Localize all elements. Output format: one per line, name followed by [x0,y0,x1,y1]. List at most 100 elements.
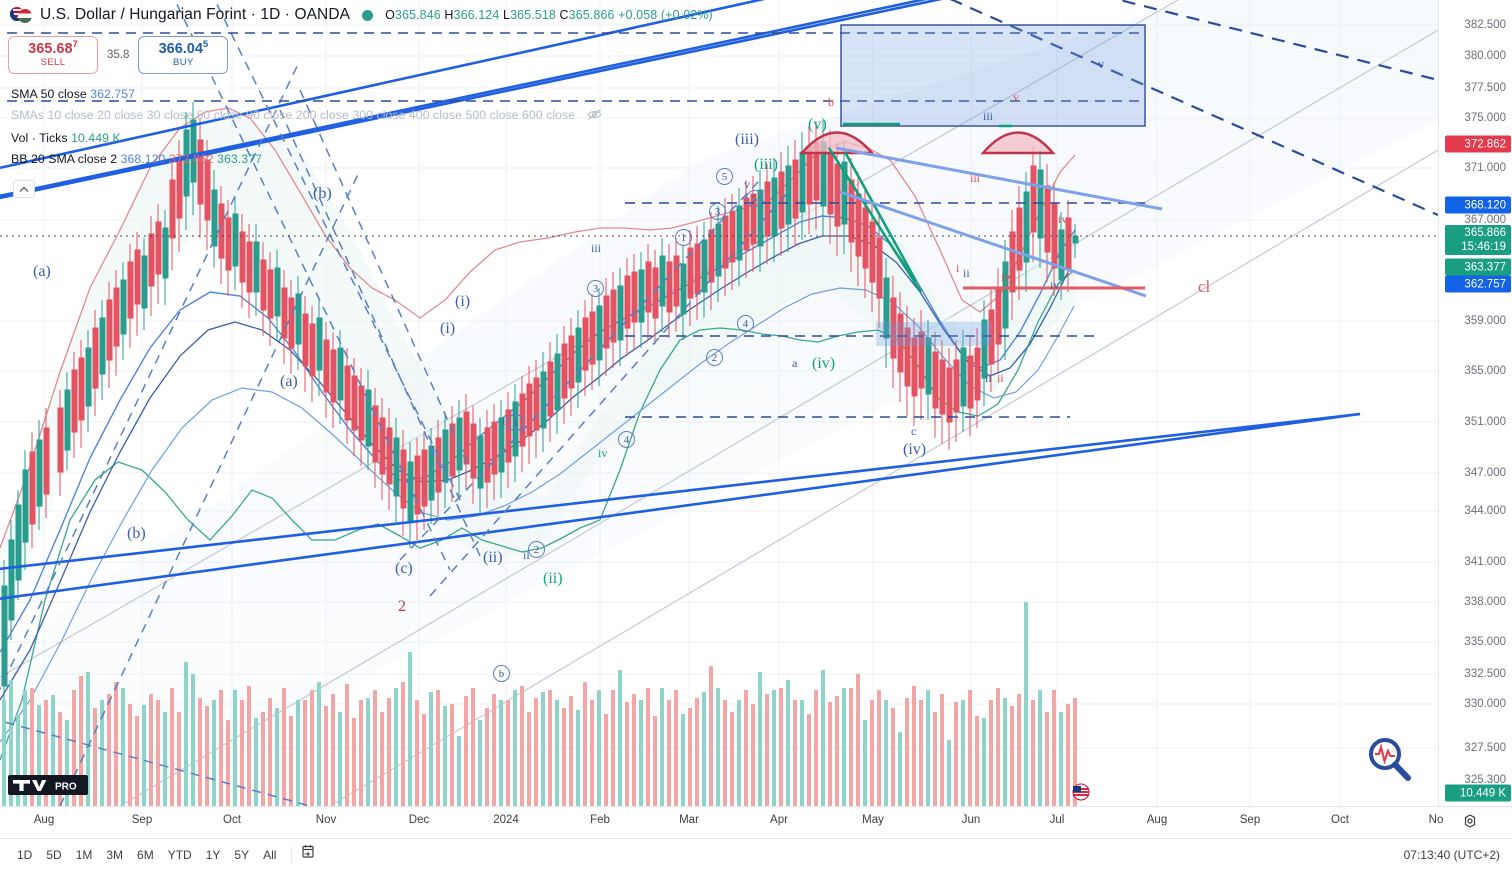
sell-price: 365.68 [28,41,73,58]
usd-huf-flag-pair-icon [10,6,32,24]
wave-label-32: ii [985,371,992,385]
high-key: H [444,8,454,22]
market-open-dot-icon [362,9,374,21]
buy-price-fraction: 5 [202,39,209,51]
buy-button[interactable]: 366.045 BUY [138,36,229,74]
price-tick-0: 382.500 [1464,19,1506,31]
arc-shape-right [980,131,1056,155]
wave-label-1: (b) [127,525,146,542]
low-value: 365.518 [510,8,556,22]
sell-price-fraction: 7 [72,39,78,51]
sma50-value: 362.757 [90,87,136,101]
blue-trendline-lower [0,412,1361,600]
price-tick-17: 325.300 [1464,774,1506,786]
timeframe-1y[interactable]: 1Y [205,847,221,862]
light-blue-descending-channel [835,146,1163,298]
buy-price: 366.04 [158,41,203,58]
wave-label-11: i [502,414,506,428]
ohlc-values: O365.846 H366.124 L365.518 C365.866 +0.0… [385,8,713,22]
high-value: 366.124 [453,8,500,22]
legend-sma50[interactable]: SMA 50 close 362.757 [11,84,602,105]
wave-label-12: iv [598,446,608,460]
time-tick-10: Jun [961,814,981,826]
hidden-eye-icon[interactable] [586,107,602,128]
circled-wave-label-1: 5 [746,190,763,207]
circled-wave-label-5: 4 [737,315,754,332]
volume-value: 10.449 K [71,131,121,145]
time-tick-0: Aug [33,814,55,826]
us-flag-marker-icon [1070,783,1092,806]
circled-wave-label-3: 1 [675,229,692,246]
time-tick-5: 2024 [493,814,519,826]
price-tick-14: 332.500 [1464,668,1506,680]
time-tick-14: Oct [1331,814,1349,826]
legend-bb[interactable]: BB 20 SMA close 2 368.120 372.862 363.37… [11,149,602,170]
clock-label: 07:13:40 (UTC+2) [1403,847,1500,862]
bb-lower-line [0,271,1073,761]
dashed-descending-trendlines [949,0,1438,217]
timeframe-ytd[interactable]: YTD [167,847,192,862]
legend-volume[interactable]: Vol · Ticks 10.449 K [11,128,602,149]
wave-label-13: iii [591,241,602,255]
tradingview-pro-logo[interactable]: PRO [8,775,88,800]
legend-collapse-button[interactable] [13,180,35,198]
price-tick-3: 375.000 [1464,112,1506,124]
timeframe-3m[interactable]: 3M [106,847,124,862]
wave-label-2: (b) [313,185,332,202]
circled-wave-label-4: 3 [587,280,604,297]
timeframe-all[interactable]: All [263,847,277,862]
low-key: L [503,8,511,22]
wave-label-27: i [956,261,960,275]
timeframe-6m[interactable]: 6M [137,847,154,862]
go-to-date-icon[interactable] [300,844,316,865]
candlestick-series [1,102,1079,700]
wave-label-10: (ii) [543,570,563,587]
time-tick-4: Dec [408,814,430,826]
sell-button[interactable]: 365.687 SELL [8,36,98,74]
green-descending-trendline [827,147,923,293]
time-tick-8: Apr [770,814,788,826]
legend-smas[interactable]: SMAs 10 close 20 close 30 close 50 close… [11,105,602,128]
symbol-title[interactable]: U.S. Dollar / Hungarian Forint · 1D · OA… [40,6,351,23]
price-tick-13: 335.000 [1464,636,1506,648]
wave-label-18: a [792,356,798,370]
time-scale[interactable]: Aug Sep Oct Nov Dec 2024 Feb Mar Apr May Jun Jul Aug… [0,806,1512,838]
circled-wave-label-9: 2 [528,541,545,558]
bb-upper-value: 372.862 [168,152,214,166]
change-percent: (+0.02%) [660,8,713,22]
bb-upper-line [0,107,1076,549]
timeframe-5y[interactable]: 5Y [234,847,250,862]
price-tick-4: 371.000 [1464,162,1506,174]
trade-buttons: 365.687 SELL 35.8 366.045 BUY [8,36,229,74]
wave-label-4: (i) [455,293,471,310]
magnifier-pulse-icon[interactable] [1362,732,1418,793]
timeframe-1m[interactable]: 1M [75,847,93,862]
wave-label-20: c [911,424,917,438]
time-tick-9: May [862,814,884,826]
circled-wave-label-8: 4 [618,431,635,448]
smas-name: SMAs 10 close 20 close 30 close 50 close… [11,108,576,122]
wave-label-31: iv [1058,212,1068,226]
cl-label: cl [1198,277,1211,296]
price-tick-10: 344.000 [1464,505,1506,517]
bb-basis-flag: 368.120 [1445,196,1511,214]
blue-trendline-mid [0,412,1361,571]
circled-wave-label-6: 2 [706,349,723,366]
chart-header: U.S. Dollar / Hungarian Forint · 1D · OA… [10,6,713,24]
sma-line-3 [0,287,1075,743]
blue-zone-rectangle-small [876,322,992,346]
volume-name: Vol · Ticks [11,131,68,145]
timescale-settings-icon[interactable] [1463,814,1477,831]
time-tick-3: Nov [315,814,337,826]
svg-text:PRO: PRO [55,782,77,793]
bottom-toolbar: 1D 5D 1M 3M 6M YTD 1Y 5Y All 07:13:40 (U… [0,838,1512,870]
timeframe-5d[interactable]: 5D [46,847,62,862]
timeframe-1d[interactable]: 1D [17,847,33,862]
indicator-legend: SMA 50 close 362.757 SMAs 10 close 20 cl… [11,84,602,170]
price-scale[interactable]: 382.500 380.000 377.500 375.000 371.000 367.0… [1438,0,1512,806]
wave-label-6: (c) [395,560,413,577]
wave-label-23: v [1013,90,1019,104]
wave-label-15: (iii) [735,131,759,148]
volume-histogram [2,602,1077,806]
last-price-flag: 365.866 15:46:19 [1445,225,1511,255]
